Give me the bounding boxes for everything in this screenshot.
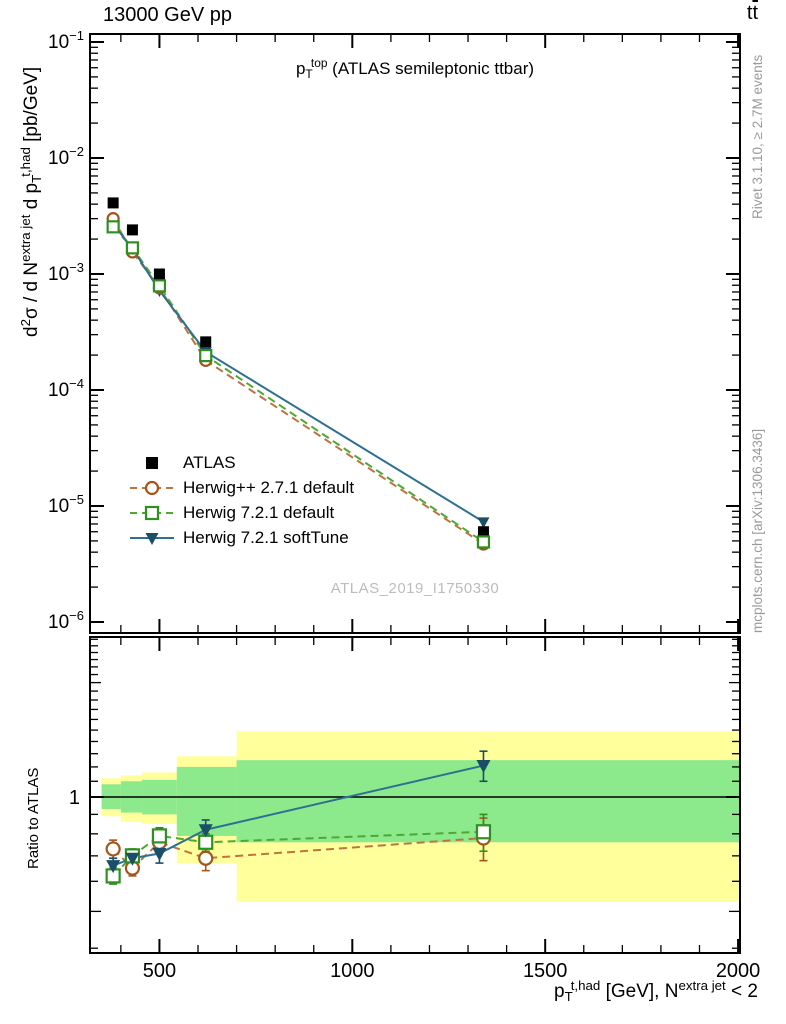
x-tick-label: 1000 [330,960,375,982]
text-part: 2 [17,319,33,327]
text-part: d p [21,182,42,215]
y-main-tick-label: 10−4 [48,376,84,401]
y-main-tick-label: 10−5 [48,492,84,517]
legend-item-herwig-7-2-1-softtune: Herwig 7.2.1 softTune [129,525,354,550]
y-ratio-tick-label: 1 [69,787,80,809]
ratio-uncertainty-bands [101,731,741,902]
series-ratio-markers-herwig-7-2-1-softtune [106,760,491,874]
legend-item-herwig-7-2-1-default: Herwig 7.2.1 default [129,500,354,525]
text-part: p [295,59,306,78]
text-part: t [746,2,753,24]
y-main-tick-label: 10−1 [48,28,84,53]
axis-ticks [90,34,740,953]
legend-label: Herwig 7.2.1 softTune [183,528,349,547]
legend-label: ATLAS [183,453,236,472]
text-part: [pb/GeV] [21,66,42,148]
series-main-markers-herwig-7-2-1-default [106,220,491,549]
x-tick-label: 500 [143,960,176,982]
rivet-version-note: Rivet 3.1.10, ≥ 2.7M events [750,54,765,219]
text-part: top [310,56,328,71]
y-main-tick-label: 10−6 [48,608,84,633]
text-part: < 2 [725,981,758,1002]
text-part: extra jet [17,214,33,262]
text-part: t [752,2,758,24]
x-tick-label: 1500 [523,960,568,982]
y-main-tick-label: 10−3 [48,260,84,285]
text-part: t,had [570,977,601,993]
text-part: σ / d N [21,261,42,320]
beam-energy-title: 13000 GeV pp [103,4,232,26]
main-panel-frame [89,33,741,634]
text-part: T [564,988,573,1004]
series-main-markers-atlas [107,197,489,538]
mcplots-arxiv-note: mcplots.cern.ch [arXiv:1306.3436] [750,428,765,633]
y-axis-label-main: d2σ / d Nextra jet d pTt,had [pb/GeV] [17,66,44,337]
legend-item-herwig-2-7-1-default: Herwig++ 2.7.1 default [129,475,354,500]
observable-annotation: pTtop (ATLAS semileptonic ttbar) [90,56,740,81]
text-part: t,had [17,147,33,177]
text-part: [GeV], N [600,981,679,1002]
legend-marker-herwig-7-2-1-default [130,505,174,520]
y-axis-label-ratio: Ratio to ATLAS [25,767,42,869]
legend-marker-herwig-2-7-1-default [130,480,174,495]
ratio-panel-frame [89,636,741,954]
text-part: p [554,981,565,1002]
legend-label: Herwig 7.2.1 default [183,503,335,522]
legend: ATLAS Herwig++ 2.7.1 default Herwig 7.2.1 … [129,450,354,550]
text-part: T [305,66,313,81]
legend-item-atlas: ATLAS [129,450,354,475]
series-ratio-markers-herwig-7-2-1-default [105,824,492,884]
x-tick-label: 2000 [716,960,761,982]
x-axis-label: pTt,had [GeV], Nextra jet < 2 [554,977,758,1004]
analysis-id-watermark: ATLAS_2019_I1750330 [330,580,500,597]
legend-marker-atlas [146,456,158,469]
text-part: extra jet [678,977,726,993]
legend-label: Herwig++ 2.7.1 default [183,478,355,497]
text-part: (ATLAS semileptonic ttbar) [327,59,535,78]
legend-marker-herwig-7-2-1-softtune [130,532,174,545]
process-title-ttbar: tt [747,2,758,25]
text-part: d [21,326,42,337]
y-main-tick-label: 10−2 [48,144,84,169]
